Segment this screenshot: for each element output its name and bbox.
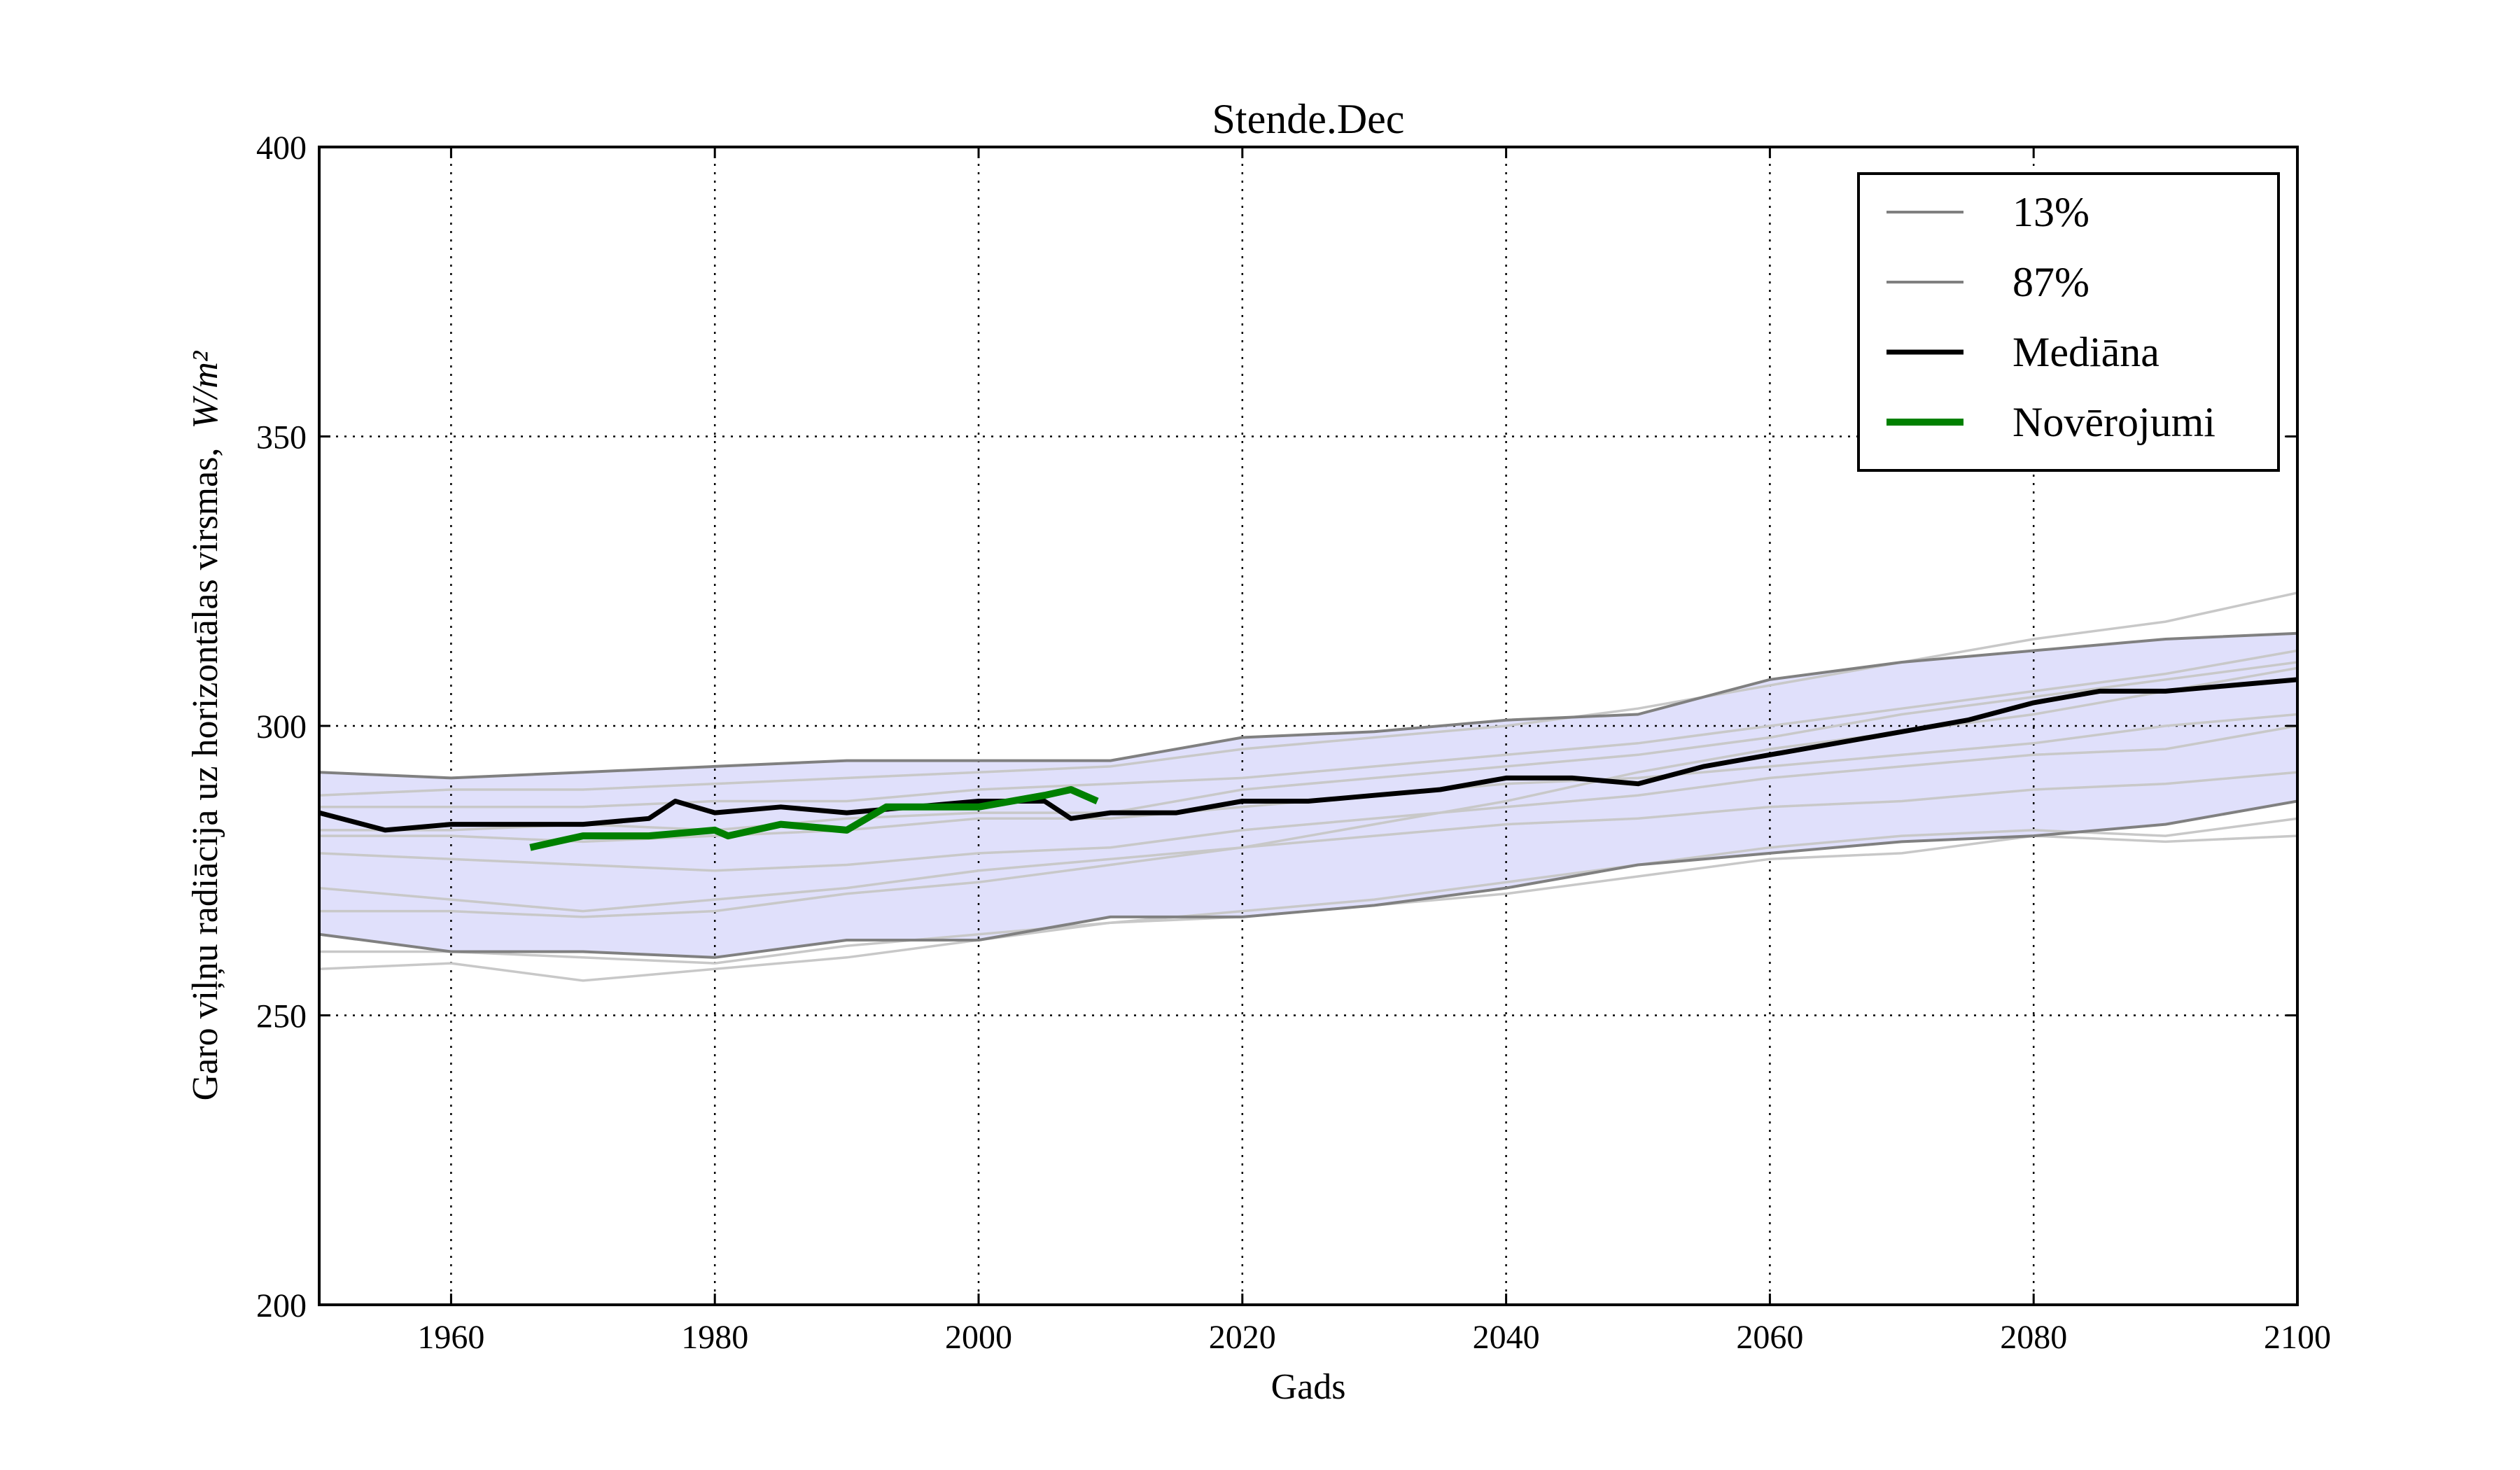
series-lines — [319, 631, 2297, 959]
x-tick-label: 2080 — [2000, 1319, 2067, 1356]
x-tick-label: 2000 — [945, 1319, 1012, 1356]
percentile-band — [319, 633, 2297, 958]
y-tick-label: 400 — [256, 130, 307, 167]
chart-title: Stende.Dec — [1212, 96, 1405, 142]
x-tick-label: 1980 — [681, 1319, 748, 1356]
ensemble-member-line — [319, 592, 2297, 797]
y-axis-label-unit: W/m² — [186, 350, 225, 428]
y-axis-label: Garo viļņu radiācija uz horizontālas vir… — [186, 350, 225, 1100]
observations-line — [529, 786, 1099, 851]
y-tick-label: 250 — [256, 998, 307, 1035]
legend-label: Novērojumi — [2012, 399, 2216, 445]
ensemble-member-line — [319, 666, 2297, 918]
ensemble-member-line — [319, 817, 2297, 965]
ensemble-member-line — [319, 724, 2297, 872]
y-tick-label: 200 — [256, 1287, 307, 1324]
legend-label: 13% — [2012, 189, 2090, 235]
y-axis-ticks: 200 250 300 350 400 — [256, 130, 2297, 1324]
ensemble-member-line — [319, 661, 2297, 832]
x-tick-label: 2020 — [1209, 1319, 1276, 1356]
median-line — [319, 677, 2297, 833]
grid — [319, 147, 2297, 1305]
x-axis-label: Gads — [1271, 1367, 1346, 1407]
x-tick-label: 2040 — [1473, 1319, 1540, 1356]
legend-label: Mediāna — [2012, 329, 2160, 375]
x-tick-label: 1960 — [417, 1319, 484, 1356]
y-tick-label: 300 — [256, 708, 307, 746]
x-tick-label: 2100 — [2264, 1319, 2331, 1356]
percentile-line — [319, 631, 2297, 780]
x-tick-label: 2060 — [1736, 1319, 1803, 1356]
legend-label: 87% — [2012, 259, 2090, 305]
y-tick-label: 350 — [256, 419, 307, 456]
ensemble-member-line — [319, 649, 2297, 808]
percentile-line — [319, 799, 2297, 959]
legend: 13% 87% Mediāna Novērojumi — [1857, 172, 2280, 472]
x-axis-ticks: 1960 1980 2000 2020 2040 2060 2080 2100 — [417, 147, 2331, 1356]
ensemble-member-line — [319, 771, 2297, 913]
y-axis-label-text: Garo viļņu radiācija uz horizontālas vir… — [186, 448, 225, 1101]
